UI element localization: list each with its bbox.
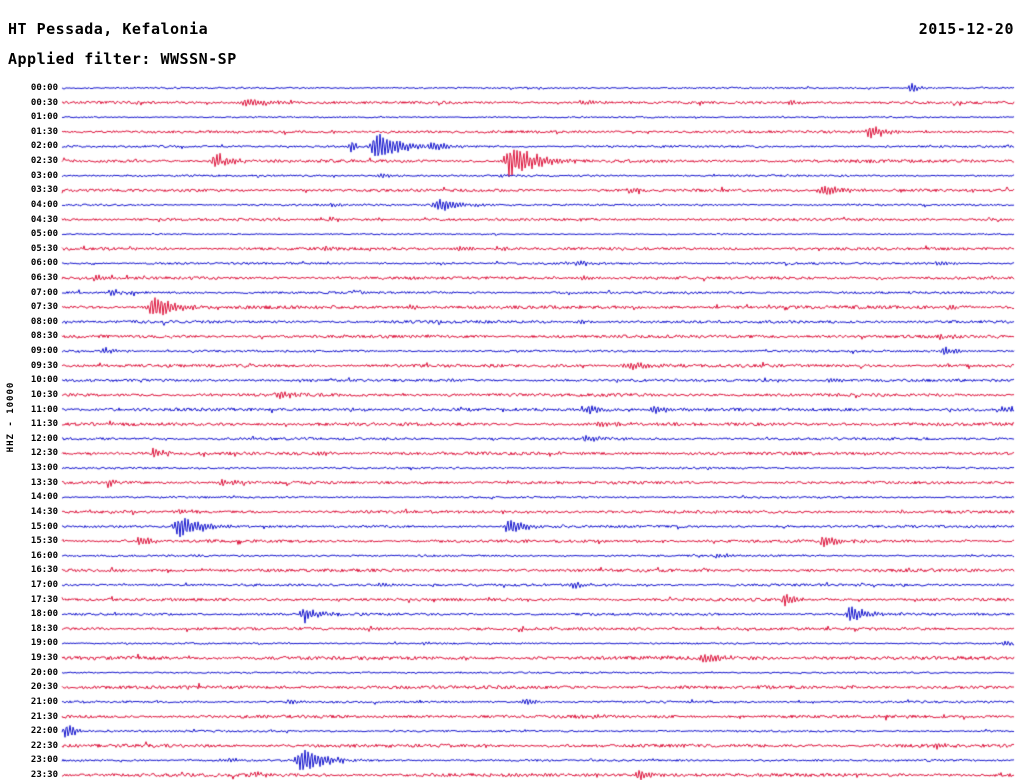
time-label: 17:30 xyxy=(30,594,58,605)
time-label: 15:30 xyxy=(30,536,58,547)
time-label: 16:30 xyxy=(30,565,58,576)
time-label: 19:30 xyxy=(30,653,58,664)
time-label: 00:00 xyxy=(30,83,58,93)
time-label: 00:30 xyxy=(30,97,58,108)
time-label: 01:00 xyxy=(30,112,58,123)
time-label: 21:30 xyxy=(30,711,58,722)
time-label: 20:30 xyxy=(30,682,58,693)
station-title: HT Pessada, Kefalonia xyxy=(8,20,209,38)
time-label: 13:00 xyxy=(30,463,58,474)
time-label: 23:30 xyxy=(30,769,58,780)
time-label: 11:00 xyxy=(30,404,58,415)
time-label: 07:30 xyxy=(30,302,58,313)
time-label: 21:00 xyxy=(30,696,58,707)
time-label: 03:00 xyxy=(30,170,58,181)
filter-label: Applied filter: WWSSN-SP xyxy=(8,50,237,68)
time-label: 12:30 xyxy=(30,448,58,459)
time-label: 19:00 xyxy=(30,638,58,649)
time-label: 17:00 xyxy=(30,579,58,590)
time-label: 22:00 xyxy=(30,726,58,737)
time-label: 02:00 xyxy=(30,141,58,152)
time-label: 14:00 xyxy=(30,492,58,503)
time-label: 06:00 xyxy=(30,258,58,269)
time-label: 09:00 xyxy=(30,346,58,357)
date-label: 2015-12-20 xyxy=(918,20,1014,38)
time-label: 05:30 xyxy=(30,243,58,254)
time-label: 15:00 xyxy=(30,521,58,532)
time-label: 20:00 xyxy=(30,667,58,678)
time-label: 04:00 xyxy=(30,199,58,210)
time-label: 12:00 xyxy=(30,433,58,444)
time-label: 18:30 xyxy=(30,623,58,634)
time-label: 14:30 xyxy=(30,506,58,517)
time-label: 10:00 xyxy=(30,375,58,386)
time-label: 18:00 xyxy=(30,609,58,620)
time-label: 10:30 xyxy=(30,389,58,400)
time-label: 05:00 xyxy=(30,229,58,240)
time-label: 23:00 xyxy=(30,755,58,766)
time-label: 13:30 xyxy=(30,477,58,488)
time-label: 09:30 xyxy=(30,360,58,371)
time-label: 01:30 xyxy=(30,126,58,137)
time-label: 06:30 xyxy=(30,273,58,284)
time-label: 08:30 xyxy=(30,331,58,342)
time-label: 08:00 xyxy=(30,316,58,327)
time-label: 11:30 xyxy=(30,419,58,430)
time-label: 07:00 xyxy=(30,287,58,298)
time-label: 16:00 xyxy=(30,550,58,561)
time-label: 22:30 xyxy=(30,740,58,751)
time-label: 02:30 xyxy=(30,156,58,167)
time-label: 03:30 xyxy=(30,185,58,196)
time-label: 04:30 xyxy=(30,214,58,225)
